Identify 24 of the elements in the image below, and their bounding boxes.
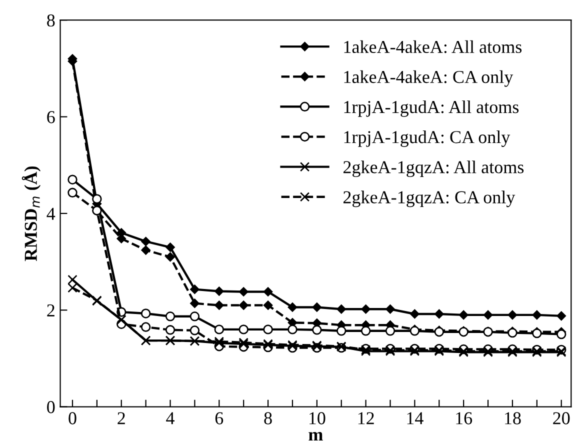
y-tick-label: 2	[47, 304, 54, 316]
x-tick-label: 20	[553, 412, 570, 424]
y-tick-label: 6	[47, 111, 55, 124]
x-tick-label: 4	[166, 412, 174, 424]
x-tick-label: 12	[358, 412, 374, 424]
y-tick-label: 4	[46, 208, 56, 220]
legend-label: 1akeA-4akeA: All atoms	[344, 40, 522, 54]
y-axis-title: RMSD$_{m}$ (Å)	[22, 166, 41, 262]
y-tick-label: 8	[47, 14, 55, 27]
x-tick-label: 10	[309, 412, 326, 424]
x-tick-label: 14	[407, 412, 424, 424]
y-tick-label: 0	[47, 401, 55, 414]
x-tick-label: 6	[215, 412, 224, 424]
x-tick-label: 8	[264, 412, 272, 424]
legend-label: 1akeA-4akeA: CA only	[344, 70, 514, 87]
x-tick-label: 16	[456, 412, 472, 424]
legend-label: 2gkeA-1gqzA: All atoms	[343, 160, 524, 178]
legend-label: 1rpjA-1gudA: All atoms	[344, 100, 519, 117]
x-tick-label: 2	[118, 412, 125, 424]
x-axis-title: m	[308, 432, 323, 441]
legend-label: 2gkeA-1gqzA: CA only	[343, 190, 516, 208]
x-tick-label: 0	[68, 412, 76, 424]
x-tick-label: 18	[505, 412, 521, 424]
legend-label: 1rpjA-1gudA: CA only	[344, 130, 510, 147]
